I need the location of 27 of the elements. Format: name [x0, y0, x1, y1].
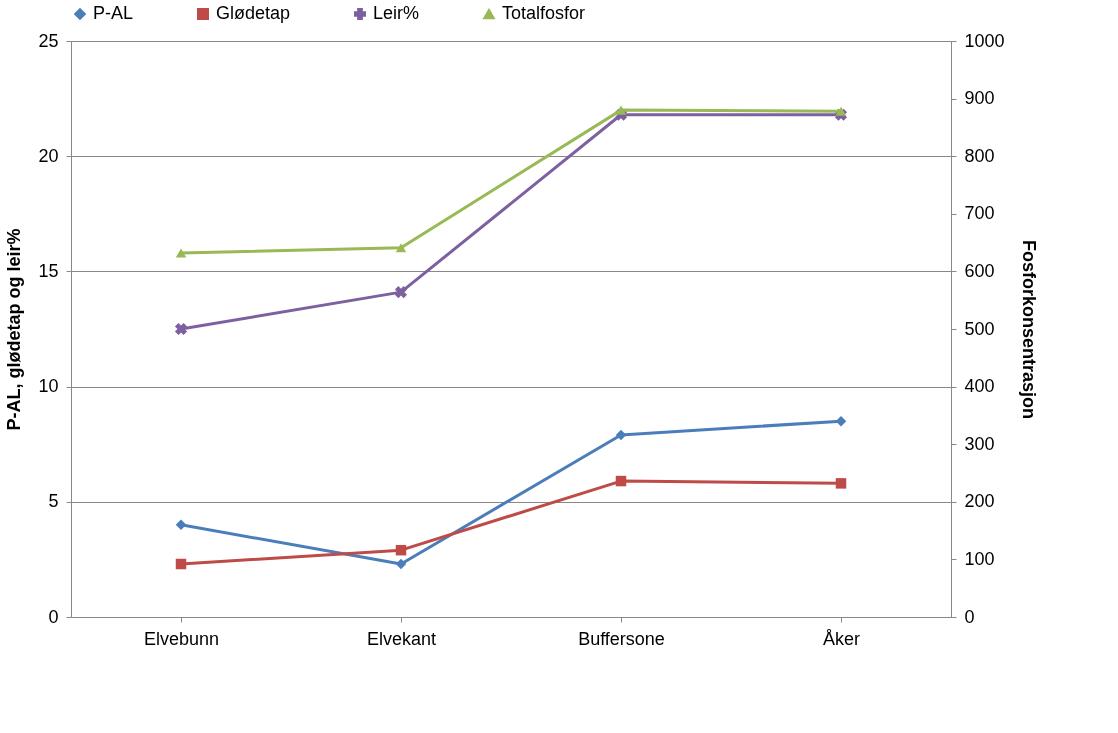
legend-label: Glødetap: [216, 3, 291, 23]
y-tick-label: 0: [48, 606, 59, 627]
y2-tick-label: 600: [964, 260, 995, 281]
y2-tick-label: 100: [964, 548, 995, 569]
x-tick-label: Elvebunn: [143, 628, 220, 649]
y2-tick-label: 1000: [964, 30, 1005, 51]
y-tick-label: 10: [38, 376, 59, 397]
legend-label: P-AL: [93, 3, 134, 23]
y-tick-label: 25: [38, 30, 59, 51]
y2-tick-label: 200: [964, 491, 995, 512]
y2-axis-title: Fosforkonsentrasjon: [1018, 239, 1039, 420]
y-tick-label: 15: [38, 260, 59, 281]
x-tick-label: Elvekant: [366, 628, 437, 649]
y-axis-title: P-AL, glødetap og leir%: [4, 228, 25, 431]
legend-label: Totalfosfor: [502, 3, 586, 23]
y-tick-label: 20: [38, 145, 59, 166]
y-tick-label: 5: [48, 491, 59, 512]
x-tick-label: Åker: [822, 628, 861, 649]
legend-label: Leir%: [373, 3, 420, 23]
y2-tick-label: 700: [964, 203, 995, 224]
y2-tick-label: 500: [964, 318, 995, 339]
y2-tick-label: 900: [964, 88, 995, 109]
x-tick-label: Buffersone: [578, 628, 665, 649]
y2-tick-label: 300: [964, 433, 995, 454]
y2-tick-label: 800: [964, 145, 995, 166]
y2-tick-label: 400: [964, 376, 995, 397]
y2-tick-label: 0: [964, 606, 975, 627]
